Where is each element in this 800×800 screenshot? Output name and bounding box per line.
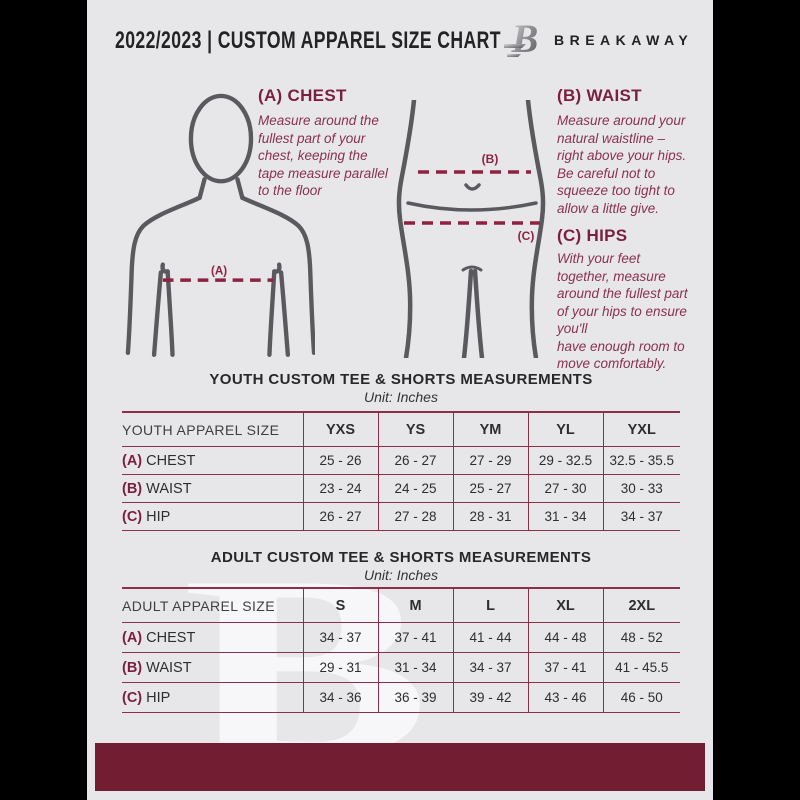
table-row: (A) CHEST 25 - 26 26 - 27 27 - 29 29 - 32.5 3…: [122, 446, 680, 475]
measurement-range-cell: 30 - 33: [602, 474, 680, 503]
chest-section-heading: (A) CHEST: [258, 86, 347, 105]
waist-hips-measure-figure: (B) (C): [396, 100, 546, 358]
size-table: ADULT APPAREL SIZE S M L XL 2XL (A) CHEST 34 - …: [122, 587, 680, 713]
row-label: (B) WAIST: [122, 652, 303, 683]
size-column-header: YL: [527, 411, 603, 447]
measurement-range-cell: 27 - 30: [527, 474, 603, 503]
size-table: YOUTH APPAREL SIZE YXS YS YM YL YXL (A) CHEST 2…: [122, 411, 680, 531]
measurement-range-cell: 39 - 42: [452, 682, 528, 713]
measurement-range-cell: 28 - 31: [452, 502, 528, 531]
size-column-header: YM: [452, 411, 528, 447]
size-chart-page: 2022/2023 | CUSTOM APPAREL SIZE CHART B …: [87, 0, 713, 800]
measurement-range-cell: 44 - 48: [527, 622, 603, 653]
measurement-range-cell: 24 - 25: [377, 474, 453, 503]
measurement-range-cell: 25 - 27: [452, 474, 528, 503]
row-label: (C) HIP: [122, 682, 303, 713]
youth-table-title: YOUTH CUSTOM TEE & SHORTS MEASUREMENTS: [209, 371, 593, 388]
waist-section-heading: (B) WAIST: [557, 86, 642, 105]
hips-section-heading: (C) HIPS: [557, 226, 628, 245]
table-row: (B) WAIST 23 - 24 24 - 25 25 - 27 27 - 30 30 …: [122, 474, 680, 503]
brand-name: BREAKAWAY: [554, 32, 694, 48]
size-column-header: L: [452, 587, 528, 623]
table-row: (C) HIP 26 - 27 27 - 28 28 - 31 31 - 34 34 - …: [122, 502, 680, 531]
chest-measure-figure: (A): [125, 93, 315, 357]
adult-table-title: ADULT CUSTOM TEE & SHORTS MEASUREMENTS: [210, 549, 592, 566]
size-column-header: YS: [377, 411, 453, 447]
table-row: (A) CHEST 34 - 37 37 - 41 41 - 44 44 - 48 48 …: [122, 622, 680, 653]
size-column-header: YXL: [602, 411, 680, 447]
measurement-range-cell: 43 - 46: [527, 682, 603, 713]
measurement-range-cell: 27 - 28: [377, 502, 453, 531]
measurement-range-cell: 36 - 39: [377, 682, 453, 713]
measurement-range-cell: 29 - 31: [302, 652, 378, 683]
row-label: (A) CHEST: [122, 446, 303, 475]
measurement-range-cell: 25 - 26: [302, 446, 378, 475]
hips-section-text: With your feet together, measure around …: [557, 251, 688, 371]
size-column-header: M: [377, 587, 453, 623]
table-label-column-header: YOUTH APPAREL SIZE: [122, 411, 303, 447]
figure-label-hips: (C): [518, 229, 535, 243]
footer-bar: [95, 743, 705, 791]
waist-section-text: Measure around your natural waistline – …: [557, 113, 687, 216]
measurement-range-cell: 34 - 37: [452, 652, 528, 683]
size-column-header: 2XL: [602, 587, 680, 623]
measurement-range-cell: 34 - 36: [302, 682, 378, 713]
measurement-range-cell: 37 - 41: [377, 622, 453, 653]
chest-section-text: Measure around the fullest part of your …: [258, 113, 388, 198]
adult-size-table: ADULT APPAREL SIZE S M L XL 2XL (A) CHEST 34 - …: [122, 587, 680, 713]
row-label: (A) CHEST: [122, 622, 303, 653]
measurement-range-cell: 37 - 41: [527, 652, 603, 683]
table-row: (B) WAIST 29 - 31 31 - 34 34 - 37 37 - 41 41 …: [122, 652, 680, 683]
measurement-range-cell: 26 - 27: [377, 446, 453, 475]
figure-label-waist: (B): [482, 152, 499, 166]
measurement-range-cell: 48 - 52: [602, 622, 680, 653]
youth-size-table: YOUTH APPAREL SIZE YXS YS YM YL YXL (A) CHEST 2…: [122, 411, 680, 531]
measurement-range-cell: 31 - 34: [377, 652, 453, 683]
size-column-header: YXS: [302, 411, 378, 447]
size-column-header: XL: [527, 587, 603, 623]
adult-table-unit: Unit: Inches: [364, 567, 438, 583]
measurement-range-cell: 31 - 34: [527, 502, 603, 531]
page-title: 2022/2023 | CUSTOM APPAREL SIZE CHART: [115, 26, 501, 54]
measurement-range-cell: 34 - 37: [602, 502, 680, 531]
measurement-range-cell: 23 - 24: [302, 474, 378, 503]
measurement-range-cell: 32.5 - 35.5: [602, 446, 680, 475]
row-label: (C) HIP: [122, 502, 303, 531]
measurement-range-cell: 29 - 32.5: [527, 446, 603, 475]
breakaway-b-logo-icon: B: [504, 16, 539, 61]
size-column-header: S: [302, 587, 378, 623]
measurement-range-cell: 46 - 50: [602, 682, 680, 713]
table-row: (C) HIP 34 - 36 36 - 39 39 - 42 43 - 46 46 - …: [122, 682, 680, 713]
measurement-range-cell: 26 - 27: [302, 502, 378, 531]
row-label: (B) WAIST: [122, 474, 303, 503]
table-label-column-header: ADULT APPAREL SIZE: [122, 587, 303, 623]
measurement-range-cell: 27 - 29: [452, 446, 528, 475]
youth-table-unit: Unit: Inches: [364, 389, 438, 405]
svg-text:B: B: [511, 16, 539, 61]
measurement-range-cell: 41 - 44: [452, 622, 528, 653]
measurement-range-cell: 34 - 37: [302, 622, 378, 653]
figure-label-chest: (A): [211, 264, 227, 277]
measurement-range-cell: 41 - 45.5: [602, 652, 680, 683]
